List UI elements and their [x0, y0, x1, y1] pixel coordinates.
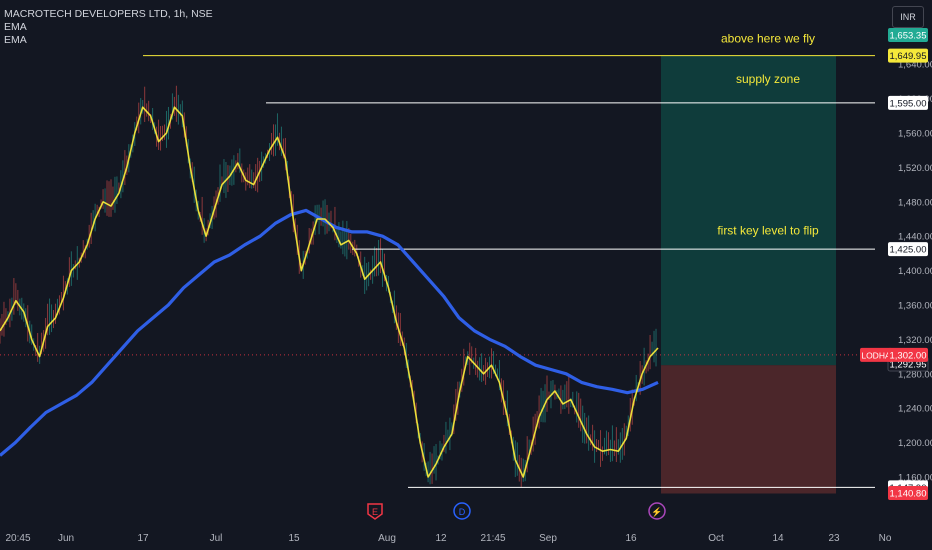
price-level-value: 1,595.00	[890, 98, 927, 109]
time-tick-label: No	[879, 533, 892, 544]
ema-indicator-2[interactable]: EMA	[4, 34, 27, 46]
split-marker	[648, 502, 666, 520]
price-tick-label: 1,560.00	[898, 129, 932, 140]
time-tick-label: 20:45	[5, 533, 30, 544]
time-tick-label: Oct	[708, 533, 724, 544]
price-level-value: 1,425.00	[890, 245, 927, 256]
chart-legend: MACROTECH DEVELOPERS LTD, 1h, NSE EMA EM…	[4, 8, 213, 47]
price-tick-label: 1,200.00	[898, 438, 932, 449]
price-tick-label: 1,520.00	[898, 163, 932, 174]
price-tick-label: 1,440.00	[898, 232, 932, 243]
time-tick-label: 12	[435, 533, 447, 544]
time-tick-label: 16	[625, 533, 637, 544]
currency-button[interactable]: INR	[892, 6, 924, 28]
price-level-badge	[888, 48, 928, 63]
chart-annotation: above here we fly	[721, 32, 815, 46]
ema-fast-line	[0, 106, 659, 478]
price-level-badge	[888, 95, 928, 110]
time-tick-label: 23	[828, 533, 840, 544]
symbol-title: MACROTECH DEVELOPERS LTD, 1h, NSE	[4, 8, 213, 20]
event-marker-label: ⚡	[651, 506, 662, 518]
time-tick-label: 14	[772, 533, 784, 544]
price-tick-label: 1,640.00	[898, 60, 932, 71]
time-tick-label: Jun	[58, 533, 74, 544]
price-tick-label: 1,280.00	[898, 369, 932, 380]
price-tick-label: 1,320.00	[898, 335, 932, 346]
price-badge-value: 1,292.95	[890, 360, 927, 371]
price-badge	[888, 28, 928, 42]
time-tick-label: 15	[288, 533, 300, 544]
symbol-label: LODHA	[861, 350, 891, 360]
chart-annotation: first key level to flip	[717, 223, 819, 237]
time-tick-label: 21:45	[480, 533, 505, 544]
price-tick-label: 1,400.00	[898, 266, 932, 277]
event-marker-label: D	[459, 507, 466, 517]
time-tick-label: Sep	[539, 533, 557, 544]
earnings-marker	[367, 503, 383, 520]
chart-annotation: supply zone	[736, 72, 800, 86]
stop-zone	[661, 365, 836, 494]
time-tick-label: Aug	[378, 533, 396, 544]
dividend-marker	[453, 502, 471, 520]
price-level-value: 1,649.95	[890, 51, 927, 62]
price-tick-label: 1,240.00	[898, 404, 932, 415]
ema-indicator-1[interactable]: EMA	[4, 21, 27, 33]
price-badge-value: 1,140.80	[890, 489, 927, 500]
price-tick-label: 1,160.00	[898, 473, 932, 484]
ema-slow-line	[0, 208, 659, 457]
current-price-value: 1,302.00	[890, 350, 927, 361]
price-badge	[888, 486, 928, 500]
price-badge-value: 1,653.35	[890, 31, 927, 42]
symbol-badge	[860, 347, 892, 362]
time-tick-label: Jul	[210, 533, 223, 544]
target-zone	[661, 55, 836, 366]
event-marker-label: E	[372, 507, 378, 517]
price-level-badge	[888, 242, 928, 257]
time-tick-label: 17	[137, 533, 149, 544]
price-tick-label: 1,360.00	[898, 301, 932, 312]
current-price-badge	[888, 347, 928, 362]
price-tick-label: 1,480.00	[898, 197, 932, 208]
